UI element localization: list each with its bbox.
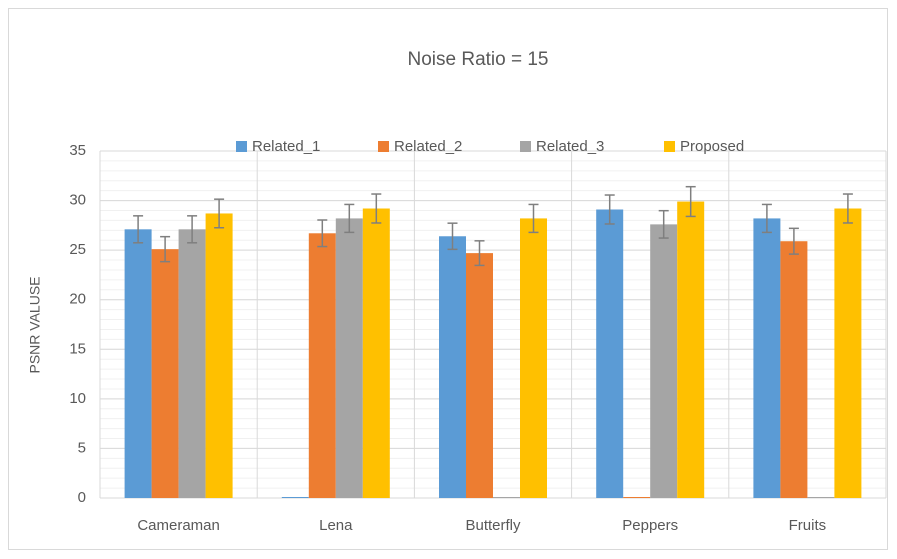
error-bar bbox=[788, 227, 799, 255]
y-tick-label: 25 bbox=[69, 241, 86, 258]
bar bbox=[205, 213, 233, 498]
y-tick-label: 15 bbox=[69, 340, 86, 357]
x-tick-label: Fruits bbox=[789, 517, 827, 534]
bar bbox=[753, 218, 781, 498]
y-tick-label: 0 bbox=[78, 489, 86, 506]
y-tick-label: 35 bbox=[69, 142, 86, 159]
bar bbox=[335, 218, 363, 498]
bar bbox=[834, 208, 862, 498]
bar bbox=[281, 497, 309, 498]
legend-swatch bbox=[520, 141, 531, 152]
bar bbox=[124, 229, 152, 498]
y-tick-label: 30 bbox=[69, 192, 86, 209]
error-bar bbox=[528, 203, 539, 234]
error-bar bbox=[658, 209, 669, 239]
x-tick-label: Peppers bbox=[622, 517, 678, 534]
error-bar bbox=[474, 240, 485, 267]
bar bbox=[677, 201, 705, 498]
error-bar bbox=[160, 235, 171, 263]
error-bar bbox=[344, 203, 355, 234]
y-tick-label: 10 bbox=[69, 390, 86, 407]
x-tick-label: Butterfly bbox=[465, 517, 521, 534]
bar bbox=[362, 208, 390, 498]
y-axis-label: PSNR VALUSE bbox=[27, 277, 43, 374]
error-bar bbox=[133, 215, 144, 244]
legend-label: Related_1 bbox=[252, 138, 320, 155]
error-bar bbox=[604, 194, 615, 225]
bar bbox=[178, 229, 206, 498]
error-bar bbox=[371, 193, 382, 224]
y-tick-label: 20 bbox=[69, 291, 86, 308]
bar bbox=[650, 224, 678, 498]
error-bar bbox=[685, 185, 696, 218]
bar bbox=[493, 497, 520, 498]
bar bbox=[596, 209, 624, 498]
error-bar bbox=[214, 198, 225, 229]
legend-label: Related_2 bbox=[394, 138, 462, 155]
chart-title: Noise Ratio = 15 bbox=[408, 49, 549, 70]
legend-label: Proposed bbox=[680, 138, 744, 155]
bar bbox=[780, 241, 808, 498]
error-bar bbox=[187, 215, 198, 244]
legend-swatch bbox=[664, 141, 675, 152]
bar bbox=[439, 236, 466, 498]
bar bbox=[151, 249, 179, 498]
bar bbox=[520, 218, 547, 498]
error-bar bbox=[761, 203, 772, 234]
legend-swatch bbox=[378, 141, 389, 152]
bar bbox=[807, 497, 835, 498]
error-bar bbox=[842, 193, 853, 224]
bar bbox=[466, 253, 493, 498]
x-tick-label: Lena bbox=[319, 517, 353, 534]
error-bar bbox=[317, 219, 328, 248]
y-tick-label: 5 bbox=[78, 439, 86, 456]
legend-swatch bbox=[236, 141, 247, 152]
legend-label: Related_3 bbox=[536, 138, 604, 155]
bar bbox=[623, 497, 651, 498]
bar bbox=[308, 233, 336, 498]
error-bar bbox=[447, 222, 458, 251]
x-tick-label: Cameraman bbox=[137, 517, 220, 534]
